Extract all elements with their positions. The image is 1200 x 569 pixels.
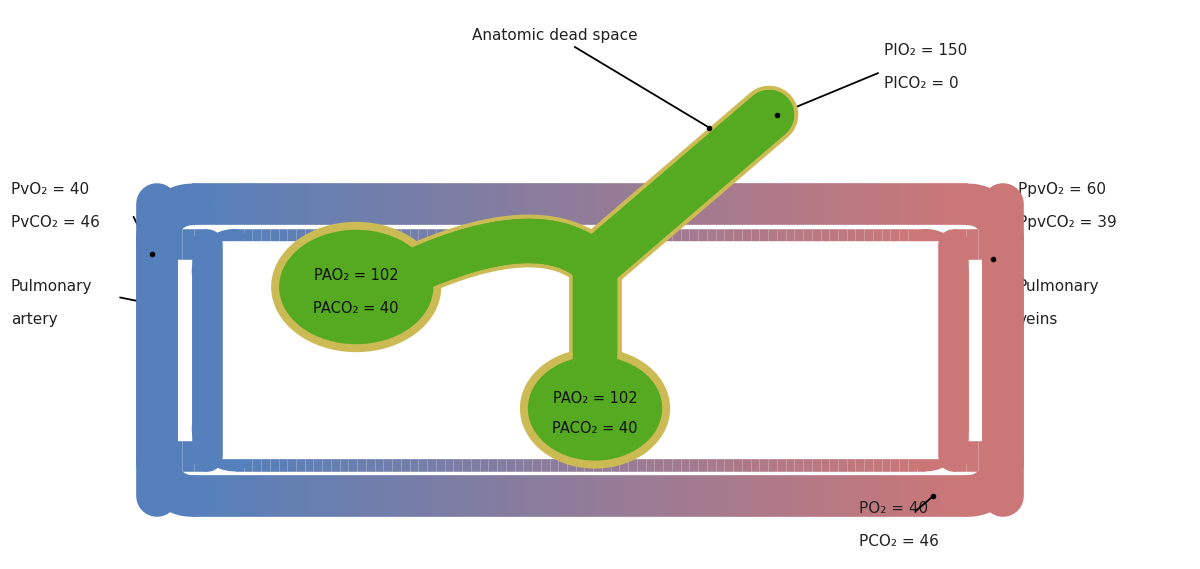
Text: Anatomic dead space: Anatomic dead space (473, 28, 707, 126)
Text: Pulmonary: Pulmonary (1018, 279, 1099, 294)
Text: PvO₂ = 40: PvO₂ = 40 (11, 183, 89, 197)
Text: PAO₂ = 102: PAO₂ = 102 (314, 267, 398, 283)
Text: PpvCO₂ = 39: PpvCO₂ = 39 (1018, 215, 1117, 230)
Text: PCO₂ = 46: PCO₂ = 46 (859, 534, 938, 549)
Text: PpvO₂ = 60: PpvO₂ = 60 (1018, 183, 1106, 197)
Text: PICO₂ = 0: PICO₂ = 0 (883, 76, 959, 91)
FancyBboxPatch shape (200, 241, 960, 459)
Ellipse shape (528, 356, 662, 461)
Text: veins: veins (1018, 312, 1058, 327)
Ellipse shape (520, 348, 670, 469)
Ellipse shape (280, 230, 433, 344)
Text: PACO₂ = 40: PACO₂ = 40 (552, 421, 637, 436)
FancyBboxPatch shape (217, 254, 943, 446)
Ellipse shape (271, 222, 442, 352)
Text: Pulmonary: Pulmonary (11, 279, 92, 294)
Text: PvCO₂ = 46: PvCO₂ = 46 (11, 215, 100, 230)
Text: artery: artery (11, 312, 58, 327)
Text: PO₂ = 40: PO₂ = 40 (859, 501, 928, 516)
Text: PIO₂ = 150: PIO₂ = 150 (883, 43, 967, 58)
Text: PACO₂ = 40: PACO₂ = 40 (313, 302, 398, 316)
Text: PAO₂ = 102: PAO₂ = 102 (553, 391, 637, 406)
